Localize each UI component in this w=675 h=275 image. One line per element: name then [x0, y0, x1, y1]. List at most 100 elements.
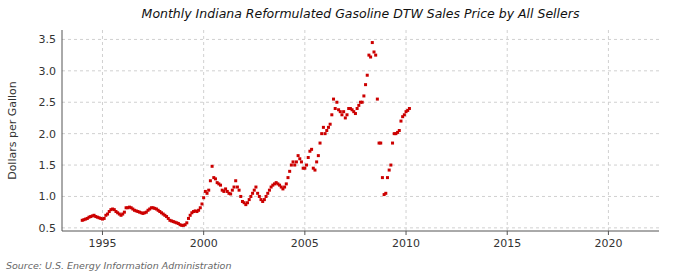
- y-tick-label: 2.5: [39, 96, 57, 109]
- point: [292, 160, 295, 163]
- x-tick-label: 2005: [291, 237, 319, 250]
- point: [300, 160, 303, 163]
- y-axis-label: Dollars per Gallon: [6, 81, 19, 180]
- x-tick: [102, 231, 103, 235]
- point: [286, 176, 289, 179]
- point: [236, 186, 239, 189]
- point: [364, 83, 367, 86]
- point: [374, 54, 377, 57]
- point: [334, 107, 337, 110]
- point: [344, 116, 347, 119]
- point: [371, 41, 374, 44]
- y-tick-label: 0.5: [39, 222, 57, 235]
- point: [403, 113, 406, 116]
- point: [209, 179, 212, 182]
- point: [256, 192, 259, 195]
- point: [258, 195, 261, 198]
- point: [313, 169, 316, 172]
- point: [335, 101, 338, 104]
- point: [305, 164, 308, 167]
- point: [233, 186, 236, 189]
- point: [342, 110, 345, 113]
- x-axis-line: [62, 231, 659, 232]
- point: [399, 120, 402, 123]
- point: [290, 164, 293, 167]
- x-grid-line: [507, 30, 508, 231]
- y-grid-line: [62, 227, 659, 228]
- x-tick-label: 2010: [392, 237, 420, 250]
- point: [386, 176, 389, 179]
- point: [185, 221, 188, 224]
- point: [229, 192, 232, 195]
- point: [303, 167, 306, 170]
- point: [327, 126, 330, 129]
- point: [251, 192, 254, 195]
- point: [366, 74, 369, 77]
- point: [319, 142, 322, 145]
- point: [103, 217, 106, 220]
- point: [266, 192, 269, 195]
- x-tick: [406, 231, 407, 235]
- point: [362, 94, 365, 97]
- x-grid-line: [406, 30, 407, 231]
- point: [231, 189, 234, 192]
- point: [293, 164, 296, 167]
- y-tick-label: 1.5: [39, 159, 57, 172]
- point: [330, 113, 333, 116]
- point: [199, 206, 202, 209]
- point: [206, 192, 209, 195]
- x-tick: [203, 231, 204, 235]
- point: [339, 110, 342, 113]
- point: [388, 169, 391, 172]
- y-axis-line: [62, 30, 63, 231]
- point: [285, 182, 288, 185]
- point: [408, 107, 411, 110]
- point: [346, 113, 349, 116]
- point: [389, 164, 392, 167]
- point: [202, 196, 205, 199]
- point: [253, 189, 256, 192]
- x-tick-label: 2000: [190, 237, 218, 250]
- point: [391, 142, 394, 145]
- x-ticks: 199520002005201020152020: [88, 231, 622, 250]
- points: [81, 41, 411, 227]
- point: [381, 176, 384, 179]
- point: [283, 186, 286, 189]
- y-grid-line: [62, 196, 659, 197]
- y-tick-label: 3.0: [39, 65, 57, 78]
- point: [320, 132, 323, 135]
- point: [219, 184, 222, 187]
- point: [265, 195, 268, 198]
- point: [295, 160, 298, 163]
- x-tick: [507, 231, 508, 235]
- point: [268, 189, 271, 192]
- point: [325, 129, 328, 132]
- title: Monthly Indiana Reformulated Gasoline DT…: [142, 6, 580, 21]
- x-tick-label: 1995: [88, 237, 116, 250]
- point: [263, 198, 266, 201]
- point: [211, 165, 214, 168]
- y-ticks: 0.51.01.52.02.53.03.5: [39, 33, 57, 234]
- point: [356, 107, 359, 110]
- point: [369, 56, 372, 59]
- point: [332, 98, 335, 101]
- point: [340, 113, 343, 116]
- point: [317, 154, 320, 157]
- y-grid-line: [62, 133, 659, 134]
- point: [187, 217, 190, 220]
- point: [357, 104, 360, 107]
- point: [238, 189, 241, 192]
- x-grid-line: [102, 30, 103, 231]
- point: [297, 154, 300, 157]
- point: [329, 123, 332, 126]
- x-tick-label: 2015: [493, 237, 521, 250]
- chart: 1995200020052010201520200.51.01.52.02.53…: [0, 0, 675, 275]
- point: [239, 195, 242, 198]
- grid: [62, 30, 659, 231]
- point: [288, 170, 291, 173]
- y-tick-label: 3.5: [39, 33, 57, 46]
- point: [249, 195, 252, 198]
- point: [398, 129, 401, 132]
- point: [246, 201, 249, 204]
- x-tick: [608, 231, 609, 235]
